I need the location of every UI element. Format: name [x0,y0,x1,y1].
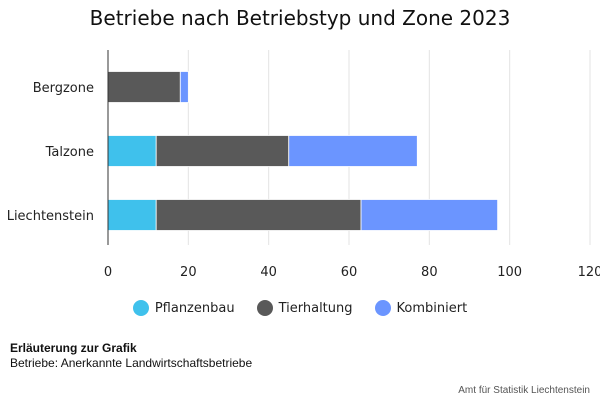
bar-segment [107,71,181,103]
legend-label: Pflanzenbau [154,300,235,316]
legend-item[interactable]: Pflanzenbau [132,300,235,316]
bar-segment [288,135,418,167]
x-axis-ticks: 0 20 40 60 80 100 120 [104,265,600,280]
legend: Pflanzenbau Tierhaltung Kombiniert [0,300,600,316]
x-tick-label: 100 [497,265,522,280]
category-label: Liechtenstein [7,209,94,224]
legend-item[interactable]: Kombiniert [374,300,468,316]
legend-swatch [132,300,149,316]
bar-chart: Bergzone Talzone Liechtenstein 0 20 40 60 80 10… [7,50,600,280]
bar-segment [179,71,189,103]
bar-segment [107,135,157,167]
x-tick-label: 0 [104,265,112,280]
x-tick-label: 20 [180,265,197,280]
chart-note: Erläuterung zur Grafik Betriebe: Anerkan… [10,341,252,371]
x-tick-label: 60 [341,265,358,280]
bar-segment [155,135,290,167]
bar-segment [155,199,362,231]
category-label: Talzone [45,145,94,160]
category-label: Bergzone [33,81,94,96]
bars [107,71,499,231]
legend-swatch [374,300,391,316]
category-labels: Bergzone Talzone Liechtenstein [7,81,94,224]
bar-segment [360,199,499,231]
legend-label: Tierhaltung [278,300,353,316]
note-heading: Erläuterung zur Grafik [10,341,137,355]
note-text: Betriebe: Anerkannte Landwirtschaftsbetr… [10,356,253,370]
legend-item[interactable]: Tierhaltung [256,300,353,316]
x-tick-label: 40 [260,265,277,280]
legend-swatch [256,300,273,316]
x-tick-label: 80 [421,265,438,280]
chart-title: Betriebe nach Betriebstyp und Zone 2023 [89,6,511,30]
x-tick-label: 120 [578,265,600,280]
bar-segment [107,199,157,231]
legend-label: Kombiniert [396,300,468,316]
source-credit: Amt für Statistik Liechtenstein [458,385,590,396]
